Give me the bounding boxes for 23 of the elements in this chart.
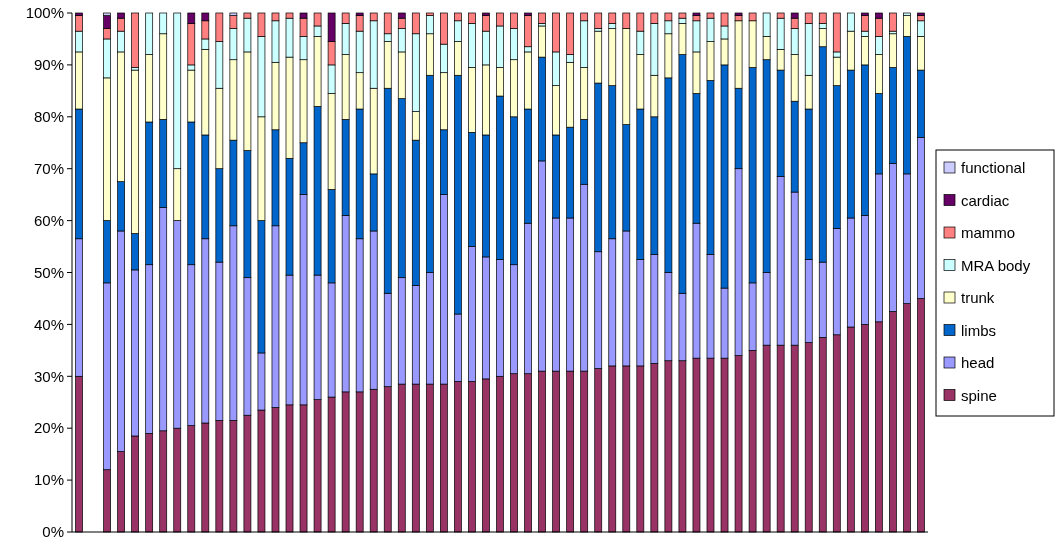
legend-label: functional	[961, 159, 1026, 177]
legend-label: mammo	[961, 224, 1016, 242]
y-tick-label: 30%	[33, 367, 64, 385]
y-tick-label: 10%	[33, 471, 64, 489]
y-tick-label: 90%	[33, 56, 64, 74]
legend-label: cardiac	[961, 191, 1010, 209]
y-tick-label: 20%	[33, 419, 64, 437]
y-tick-label: 80%	[33, 108, 64, 126]
y-tick-label: 100%	[25, 4, 64, 22]
legend-label: limbs	[961, 321, 997, 339]
y-tick-label: 70%	[33, 159, 64, 177]
bar	[889, 12, 897, 32]
legend-label: trunk	[961, 289, 995, 307]
bar	[538, 12, 546, 24]
bar	[131, 12, 140, 68]
legend-label: head	[961, 354, 995, 372]
bar	[594, 12, 603, 29]
y-tick-label: 0%	[42, 523, 64, 540]
legend-label: MRA body	[961, 256, 1031, 274]
legend-label: spine	[961, 386, 997, 404]
y-tick-label: 50%	[33, 263, 64, 281]
y-tick-label: 60%	[33, 211, 64, 229]
y-tick-label: 40%	[33, 315, 64, 333]
